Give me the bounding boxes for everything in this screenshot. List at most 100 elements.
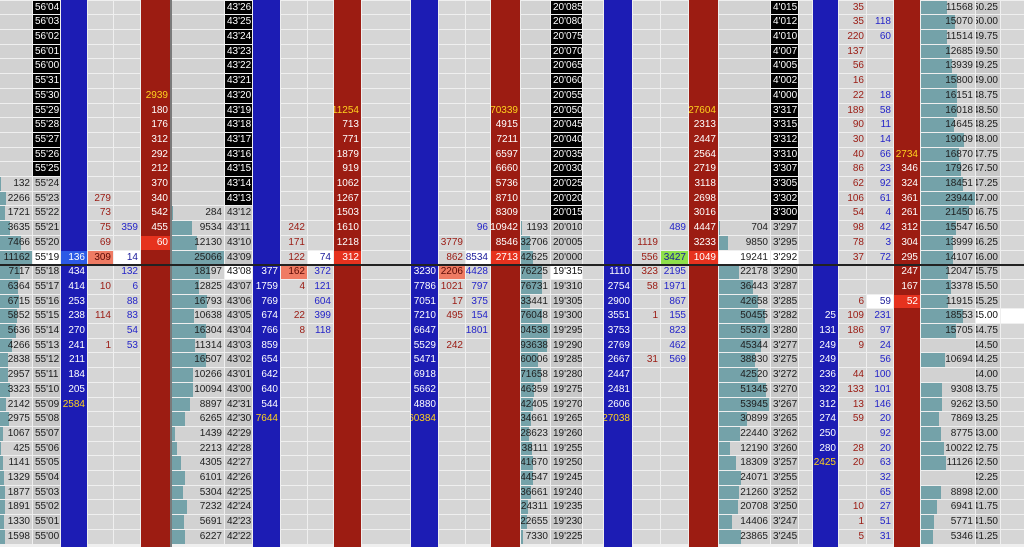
price-cell: 746.00 xyxy=(976,250,1000,265)
bid-cell xyxy=(61,456,87,470)
bid-text: 2606 xyxy=(607,398,630,410)
price-text: 55'15 xyxy=(35,310,60,322)
sell-text: 59 xyxy=(852,413,864,425)
price-cell: 743.50 xyxy=(976,397,1000,412)
volume-cell xyxy=(172,59,224,74)
bid-text: 5529 xyxy=(413,339,436,351)
ask-text: 3016 xyxy=(693,207,716,219)
sell-cell: 220 xyxy=(839,30,866,44)
price-cell: 55'28 xyxy=(33,118,60,132)
ask-cell: 8710 xyxy=(491,192,520,206)
volume-text: 30899 xyxy=(740,413,768,425)
ask-cell xyxy=(689,295,718,309)
ask-cell xyxy=(689,89,718,103)
bid-cell xyxy=(61,89,87,103)
bid-cell xyxy=(813,162,838,176)
price-cell: 20'005 xyxy=(551,235,582,250)
volume-bar xyxy=(0,426,4,441)
buy-text: 6 xyxy=(132,280,138,292)
gap-cell xyxy=(583,529,603,544)
sell-cell: 279 xyxy=(88,191,113,206)
price-cell: 19'260 xyxy=(551,426,582,441)
price-cell: 43'06 xyxy=(225,294,252,309)
gap-cell xyxy=(1001,294,1024,309)
ask-cell xyxy=(334,265,361,279)
gap-cell xyxy=(583,441,603,456)
sell-cell: 1119 xyxy=(633,235,660,250)
bid-cell xyxy=(253,192,280,206)
sell-cell: 90 xyxy=(839,118,866,132)
buy-text: 20 xyxy=(879,442,891,454)
volume-cell xyxy=(172,103,224,118)
sell-text: 98 xyxy=(852,222,864,234)
ask-cell xyxy=(334,368,361,382)
price-cell: 43'01 xyxy=(225,368,252,382)
ask-cell xyxy=(689,353,718,367)
price-cell: 43'24 xyxy=(225,30,252,44)
price-text: 3'285 xyxy=(773,295,798,307)
price-text: 56'04 xyxy=(35,1,60,13)
volume-cell: 28623 xyxy=(521,426,550,441)
volume-text: 14107 xyxy=(945,251,973,263)
volume-cell: 22178 xyxy=(719,265,770,279)
gap-cell xyxy=(362,338,410,353)
bid-cell xyxy=(813,30,838,44)
volume-cell: 1067 xyxy=(0,426,32,441)
sell-cell xyxy=(439,441,465,456)
gap-cell xyxy=(583,456,603,471)
price-cell: 4'010 xyxy=(771,30,798,44)
ask-cell: 4915 xyxy=(491,118,520,132)
volume-bar xyxy=(172,456,181,471)
buy-cell: 56 xyxy=(867,353,893,368)
price-text: 743.00 xyxy=(976,427,998,439)
price-text: 19'280 xyxy=(553,369,582,381)
volume-text: 33441 xyxy=(521,295,548,307)
buy-text: 3427 xyxy=(663,251,686,263)
bid-cell xyxy=(411,59,438,73)
price-text: 42'25 xyxy=(227,486,252,498)
buy-text: 32 xyxy=(879,472,891,484)
sell-cell xyxy=(633,206,660,221)
sell-text: 35 xyxy=(852,1,864,13)
volume-text: 12190 xyxy=(740,442,768,454)
bid-text: 131 xyxy=(819,325,836,337)
sell-text: 189 xyxy=(847,104,864,116)
volume-text: 22440 xyxy=(740,427,768,439)
volume-bar xyxy=(172,529,185,544)
ask-cell xyxy=(141,471,170,485)
buy-cell: 4428 xyxy=(466,265,490,279)
price-text: 20'015 xyxy=(553,207,582,219)
sell-text: 10 xyxy=(99,280,111,292)
buy-cell xyxy=(661,500,688,515)
volume-cell xyxy=(719,0,770,15)
volume-cell: 14406 xyxy=(719,515,770,529)
sell-cell xyxy=(88,118,113,132)
ask-cell: 292 xyxy=(141,148,170,162)
ask-text: 3118 xyxy=(694,178,716,190)
sell-cell: 186 xyxy=(839,324,866,338)
gap-cell xyxy=(1001,103,1024,118)
volume-cell xyxy=(521,162,550,177)
ask-column xyxy=(894,0,920,547)
price-text: 742.25 xyxy=(976,472,998,484)
sell-text: 109 xyxy=(847,310,864,322)
buy-cell: 53 xyxy=(114,338,140,353)
bid-cell xyxy=(253,442,280,456)
price-text: 43'01 xyxy=(227,369,252,381)
volume-text: 2838 xyxy=(7,354,30,366)
volume-cell: 19009 xyxy=(921,132,975,147)
volume-text: 2975 xyxy=(7,413,30,425)
sell-cell xyxy=(633,0,660,15)
price-cell: 43'22 xyxy=(225,59,252,74)
price-cell: 20'035 xyxy=(551,147,582,162)
volume-cell: 12825 xyxy=(172,279,224,294)
volume-text: 17926 xyxy=(945,163,973,175)
sell-cell xyxy=(281,103,307,118)
gap-cell xyxy=(583,30,603,44)
volume-cell: 11514 xyxy=(921,30,975,44)
volume-cell xyxy=(719,147,770,162)
bid-text: 60384 xyxy=(411,413,436,425)
price-text: 3'310 xyxy=(773,148,798,160)
bid-cell xyxy=(411,471,438,485)
sell-text: 40 xyxy=(852,148,864,160)
